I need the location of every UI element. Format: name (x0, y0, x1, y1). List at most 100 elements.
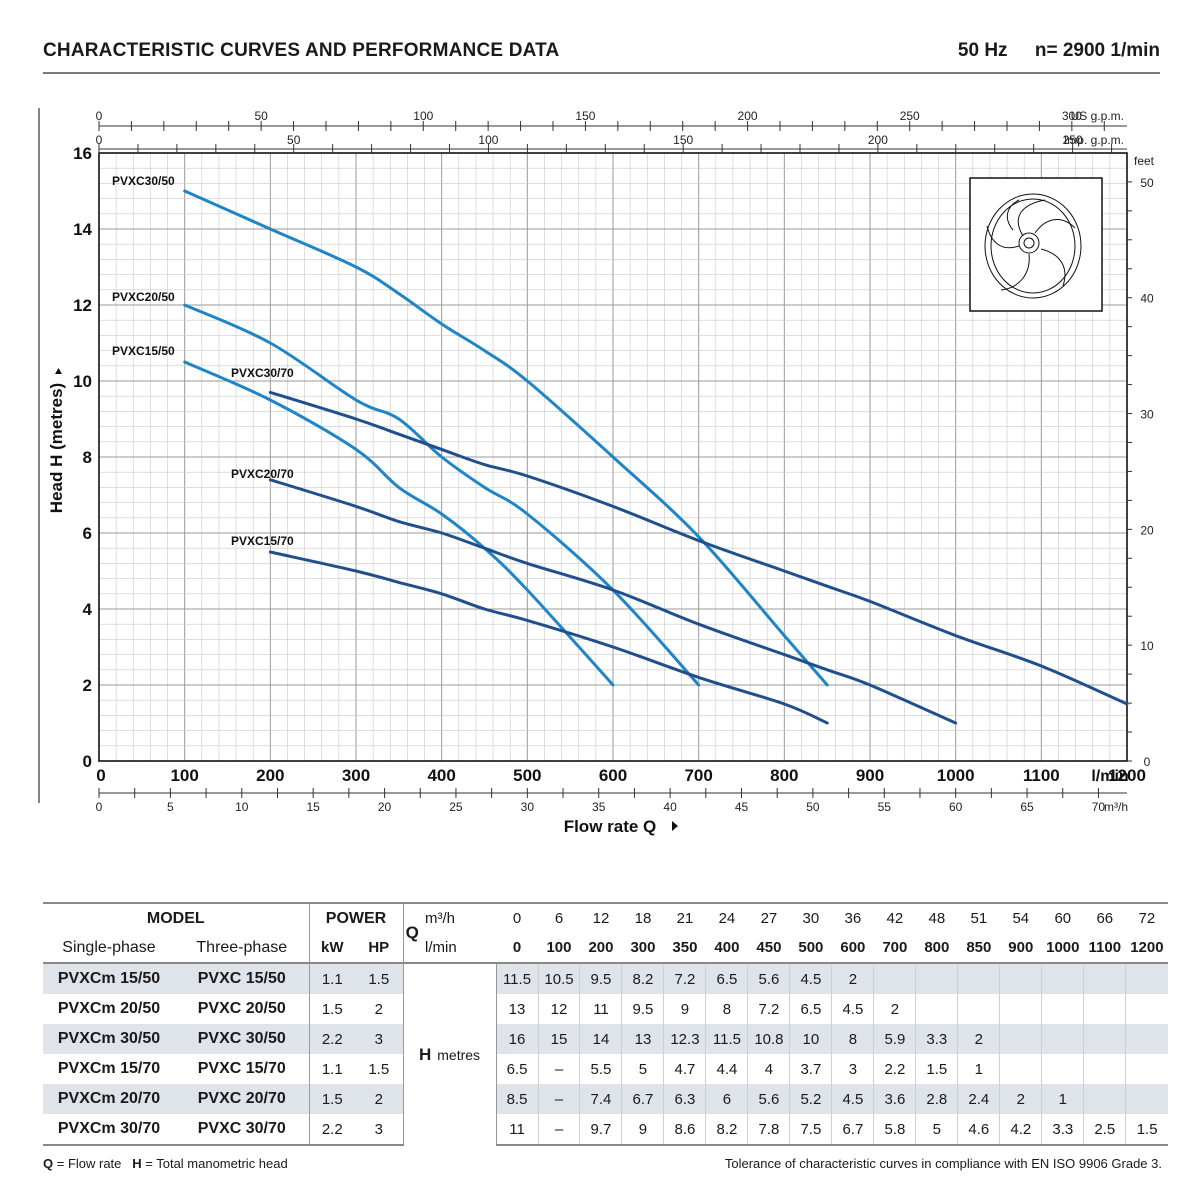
x-tick-label: 500 (513, 766, 541, 785)
m3h-axis-tick-label: 50 (806, 800, 820, 814)
head-value: 8 (705, 994, 748, 1024)
q-lmin-value: 350 (672, 939, 698, 956)
head-value: 9.5 (621, 994, 664, 1024)
head-value: 10.8 (747, 1024, 790, 1054)
head-value (1125, 962, 1168, 994)
head-value: 16 (495, 1024, 538, 1054)
head-value (1083, 1084, 1126, 1114)
x-unit-label: l/min (1091, 768, 1128, 785)
head-value: 9.5 (579, 962, 622, 994)
head-value (999, 994, 1042, 1024)
head-value: 6.5 (705, 962, 748, 994)
h-text: = Total manometric head (141, 1156, 288, 1171)
head-value: 6.7 (831, 1114, 874, 1146)
head-value: 5.6 (747, 1084, 790, 1114)
header: CHARACTERISTIC CURVES AND PERFORMANCE DA… (43, 40, 1160, 68)
head-value: 3.7 (789, 1054, 832, 1084)
power-kw: 1.1 (309, 962, 355, 994)
head-value: 3 (831, 1054, 874, 1084)
head-value: 14 (579, 1024, 622, 1054)
q-lmin-value: 600 (840, 939, 866, 956)
head-value: 7.2 (747, 994, 790, 1024)
power-hp: 2 (355, 1084, 404, 1114)
head-value (1125, 1024, 1168, 1054)
us-gpm-axis-tick-label: 250 (900, 109, 920, 123)
head-value: 11 (579, 994, 622, 1024)
three-phase-model: PVXC 20/70 (175, 1084, 310, 1114)
us-gpm-axis-tick-label: 150 (575, 109, 595, 123)
head-value: 7.5 (789, 1114, 832, 1146)
q-m3h-value: 60 (1041, 902, 1084, 933)
chart-labels: PVXC30/50 PVXC20/50 PVXC15/50 PVXC30/70 PVXC… (112, 174, 294, 548)
single-phase-model: PVXCm 30/70 (43, 1114, 175, 1146)
q-m3h-value: 48 (915, 902, 958, 933)
table-row: PVXCm 20/70 PVXC 20/70 1.5 2 8.5–7.4 6.7 6.3 6 5… (43, 1084, 1168, 1114)
head-value: 2 (873, 994, 916, 1024)
head-value: 7.2 (663, 962, 706, 994)
x-tick-label: 700 (684, 766, 712, 785)
series-label: PVXC30/70 (231, 366, 294, 380)
three-phase-model: PVXC 30/50 (175, 1024, 310, 1054)
head-value: 3.3 (1041, 1114, 1084, 1146)
y-tick-label: 8 (83, 448, 92, 467)
m3h-axis-tick-label: 15 (306, 800, 320, 814)
head-value: – (537, 1054, 580, 1084)
y-tick-label: 4 (83, 600, 93, 619)
power-hp: 1.5 (355, 962, 404, 994)
kw-header: kW (321, 939, 344, 956)
head-value: 6.5 (495, 1054, 538, 1084)
head-value: 2 (831, 962, 874, 994)
head-value (957, 962, 1000, 994)
q-lmin-value: 1100 (1088, 939, 1122, 956)
head-value: 4.5 (831, 994, 874, 1024)
q-header: Q (403, 902, 422, 963)
m3h-unit: m³/h (421, 902, 497, 933)
q-lmin-value: 400 (714, 939, 740, 956)
m3h-axis-tick-label: 40 (663, 800, 677, 814)
q-lmin-value: 1200 (1130, 939, 1164, 956)
power-kw: 1.5 (321, 1000, 343, 1018)
series-line-pvxc30-50 (183, 189, 829, 687)
q-lmin-value: 100 (546, 939, 572, 956)
pump-curve-chart: 0 100 200 300 400 500 600 700 800 900 1000 1100 1200… (38, 108, 1155, 836)
head-value: 10.5 (537, 962, 580, 994)
series-label: PVXC30/50 (112, 174, 175, 188)
series-label: PVXC20/70 (231, 467, 294, 481)
single-phase-model: PVXCm 15/70 (57, 1060, 161, 1077)
head-value: 1.5 (915, 1054, 958, 1084)
head-value: 1 (1041, 1084, 1084, 1114)
head-value (915, 994, 958, 1024)
feet-axis-tick-label: 20 (1140, 523, 1154, 537)
chart-axes: 0 100 200 300 400 500 600 700 800 900 1000 1100 1200… (38, 108, 1155, 836)
x-tick-label: 0 (96, 766, 105, 785)
m3h-axis-tick-label: 55 (878, 800, 892, 814)
imp-gpm-axis-tick-label: 200 (868, 133, 888, 147)
head-value: 2.8 (915, 1084, 958, 1114)
us-gpm-axis-tick-label: 200 (738, 109, 758, 123)
x-tick-label: 1000 (937, 766, 975, 785)
table-row: PVXCm 20/50 PVXC 20/50 1.5 2 13 12 11 9.5 9 8 7.2 6… (43, 994, 1168, 1024)
head-value: 2.5 (1083, 1114, 1126, 1146)
q-lmin-value: 500 (798, 939, 824, 956)
us-gpm-axis-unit: US g.p.m. (1071, 109, 1124, 123)
q-m3h-value: 54 (999, 902, 1042, 933)
feet-axis-unit: feet (1134, 154, 1155, 168)
head-value: 4.5 (789, 962, 832, 994)
q-m3h-value: 27 (747, 902, 790, 933)
head-value: 3.6 (873, 1084, 916, 1114)
head-value: 2.4 (957, 1084, 1000, 1114)
y-tick-label: 16 (73, 144, 92, 163)
head-value: 8.2 (705, 1114, 748, 1146)
head-value: 4.2 (999, 1114, 1042, 1146)
single-phase-model: PVXCm 20/50 (57, 1000, 161, 1017)
head-value: 2 (957, 1024, 1000, 1054)
q-lmin-value: 900 (1008, 939, 1034, 956)
m3h-axis-tick-label: 25 (449, 800, 463, 814)
power-header: POWER (309, 902, 404, 933)
power-hp: 1.5 (355, 1054, 404, 1084)
imp-gpm-axis-tick-label: 0 (96, 133, 103, 147)
imp-gpm-axis-tick-label: 100 (478, 133, 498, 147)
y-tick-label: 10 (73, 372, 92, 391)
